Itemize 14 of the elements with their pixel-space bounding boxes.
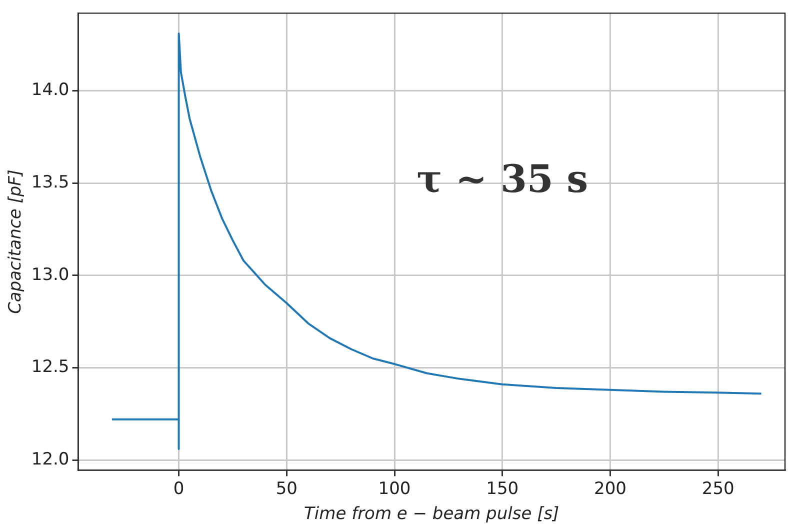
x-tick-label: 150 xyxy=(486,478,519,499)
y-tick-label: 12.0 xyxy=(31,449,70,470)
y-tick-label: 14.0 xyxy=(31,80,70,100)
x-tick-label: 200 xyxy=(594,478,626,499)
x-tick-label: 0 xyxy=(173,478,184,499)
y-axis-title: Capacitance [pF] xyxy=(6,169,26,314)
y-tick-label: 13.0 xyxy=(31,264,70,285)
x-axis-title: Time from e − beam pulse [s] xyxy=(304,504,560,524)
x-tick-label: 50 xyxy=(276,478,298,499)
annotation: τ ~ 35 s xyxy=(416,156,588,202)
y-tick-label: 12.5 xyxy=(31,357,70,378)
x-tick-label: 100 xyxy=(378,478,411,499)
x-tick-label: 250 xyxy=(702,478,734,499)
y-tick-label: 13.5 xyxy=(31,172,70,192)
